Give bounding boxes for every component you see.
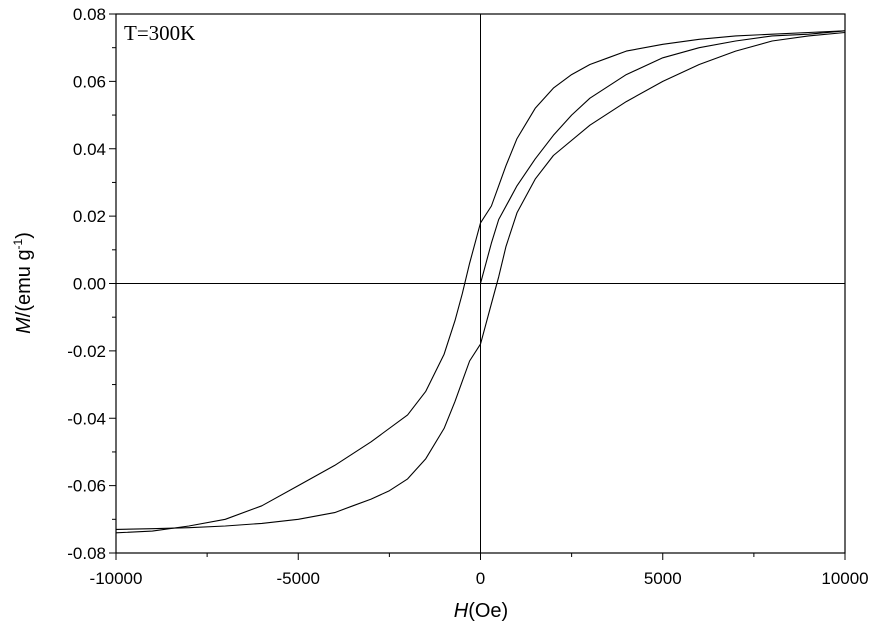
y-tick-label: -0.02: [67, 342, 106, 361]
data-curves: [115, 30, 846, 534]
x-axis-title: H(Oe): [454, 600, 508, 622]
y-tick-label: 0.00: [73, 275, 106, 294]
temperature-annotation: T=300K: [124, 21, 195, 45]
x-axis-ticks: -10000 -5000 0 5000 10000: [90, 553, 869, 588]
x-tick-label: -5000: [277, 569, 320, 588]
x-tick-label: 10000: [821, 569, 868, 588]
y-tick-label: 0.08: [73, 5, 106, 24]
x-tick-label: -10000: [90, 569, 143, 588]
series-line-1: [115, 30, 846, 534]
y-axis-ticks: -0.08 -0.06 -0.04 -0.02 0.00 0.02 0.04 0.06 0.08: [67, 5, 116, 563]
y-tick-label: 0.04: [73, 140, 106, 159]
x-tick-label: 5000: [644, 569, 682, 588]
series-line-3: [479, 30, 846, 284]
y-tick-label: -0.08: [67, 544, 106, 563]
y-tick-label: -0.06: [67, 477, 106, 496]
y-tick-label: 0.06: [73, 72, 106, 91]
plot-frame: [115, 13, 846, 554]
y-tick-label: 0.02: [73, 207, 106, 226]
series-line-2: [115, 31, 846, 530]
y-axis-title: M/(emu g-1): [11, 232, 35, 334]
y-tick-label: -0.04: [67, 409, 106, 428]
x-tick-label: 0: [476, 569, 485, 588]
